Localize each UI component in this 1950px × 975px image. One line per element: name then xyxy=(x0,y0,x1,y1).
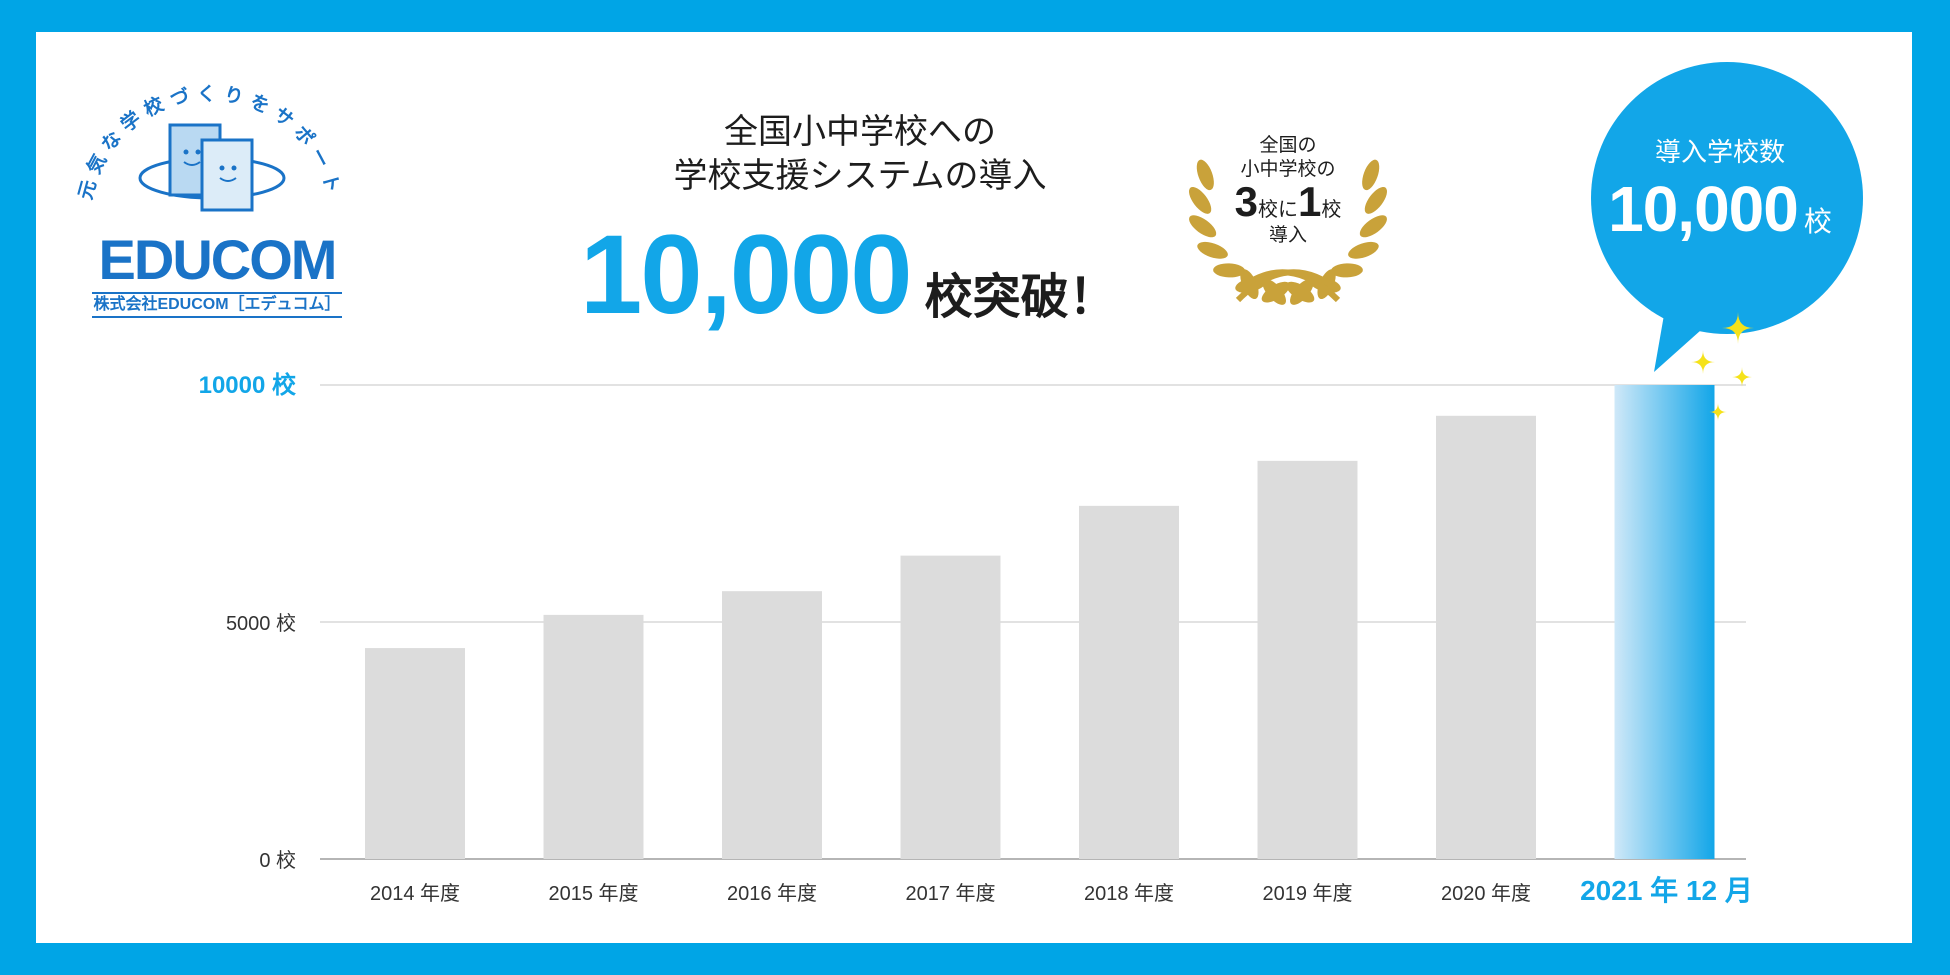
logo-wordmark: EDUCOM xyxy=(98,228,338,291)
laurel-badge: 全国の 小中学校の 3校に1校 導入 xyxy=(1168,100,1408,310)
bubble-count-unit: 校 xyxy=(1803,205,1832,238)
bubble-count: 10,000 校 xyxy=(1560,172,1880,246)
x-tick-label: 2020 年度 xyxy=(1441,882,1531,905)
headline: 全国小中学校への 学校支援システムの導入 10,000 校突破！ xyxy=(540,110,1180,337)
bar xyxy=(900,555,1001,859)
y-tick-label: 10000 校 xyxy=(199,371,297,399)
badge-line-4: 導入 xyxy=(1268,224,1307,246)
x-tick-label: 2016 年度 xyxy=(727,882,817,905)
bar xyxy=(1079,505,1179,859)
x-tick-label: 2015 年度 xyxy=(548,882,638,905)
bar xyxy=(1257,460,1358,859)
badge-line-3: 3校に1校 xyxy=(1168,180,1408,231)
count-bubble: 導入学校数 10,000 校 xyxy=(1560,22,1880,382)
x-tick-label: 2021 年 12 月 xyxy=(1580,874,1753,906)
headline-line-1: 全国小中学校への xyxy=(724,112,996,152)
x-tick-label: 2014 年度 xyxy=(370,882,460,905)
laurel-wreath-icon xyxy=(1188,159,1388,305)
bubble-title: 導入学校数 xyxy=(1654,138,1785,168)
x-tick-label: 2018 年度 xyxy=(1084,882,1174,905)
badge-end: 校 xyxy=(1321,197,1342,221)
logo-emblem: 元気な学校づくりをサポート xyxy=(74,83,339,212)
headline-line-2: 学校支援システムの導入 xyxy=(673,156,1047,196)
headline-big-number: 10,000 xyxy=(580,212,913,337)
bar xyxy=(1614,385,1715,859)
y-tick-label: 0 校 xyxy=(259,849,296,872)
bubble-shape xyxy=(1591,62,1863,372)
logo-company-name: 株式会社EDUCOM［エデュコム］ xyxy=(92,292,342,318)
badge-mid: 校に xyxy=(1258,197,1298,221)
bar xyxy=(1436,415,1536,859)
y-tick-label: 5000 校 xyxy=(226,612,296,635)
badge-num-2: 1 xyxy=(1298,178,1322,225)
bar xyxy=(722,591,822,859)
badge-line-2: 小中学校の xyxy=(1240,158,1336,180)
headline-big-suffix: 校突破！ xyxy=(924,269,1117,325)
educom-logo: 元気な学校づくりをサポート EDUCOM 株式会社EDUCOM［エデュコム］ xyxy=(62,70,352,340)
bubble-count-number: 10,000 xyxy=(1608,173,1799,245)
bar xyxy=(365,648,465,859)
badge-line-1: 全国の xyxy=(1259,134,1317,156)
x-tick-label: 2017 年度 xyxy=(905,882,995,905)
x-tick-label: 2019 年度 xyxy=(1262,882,1352,905)
badge-num-1: 3 xyxy=(1234,178,1258,225)
bar xyxy=(543,614,644,859)
headline-big-row: 10,000 校突破！ xyxy=(580,210,1117,339)
